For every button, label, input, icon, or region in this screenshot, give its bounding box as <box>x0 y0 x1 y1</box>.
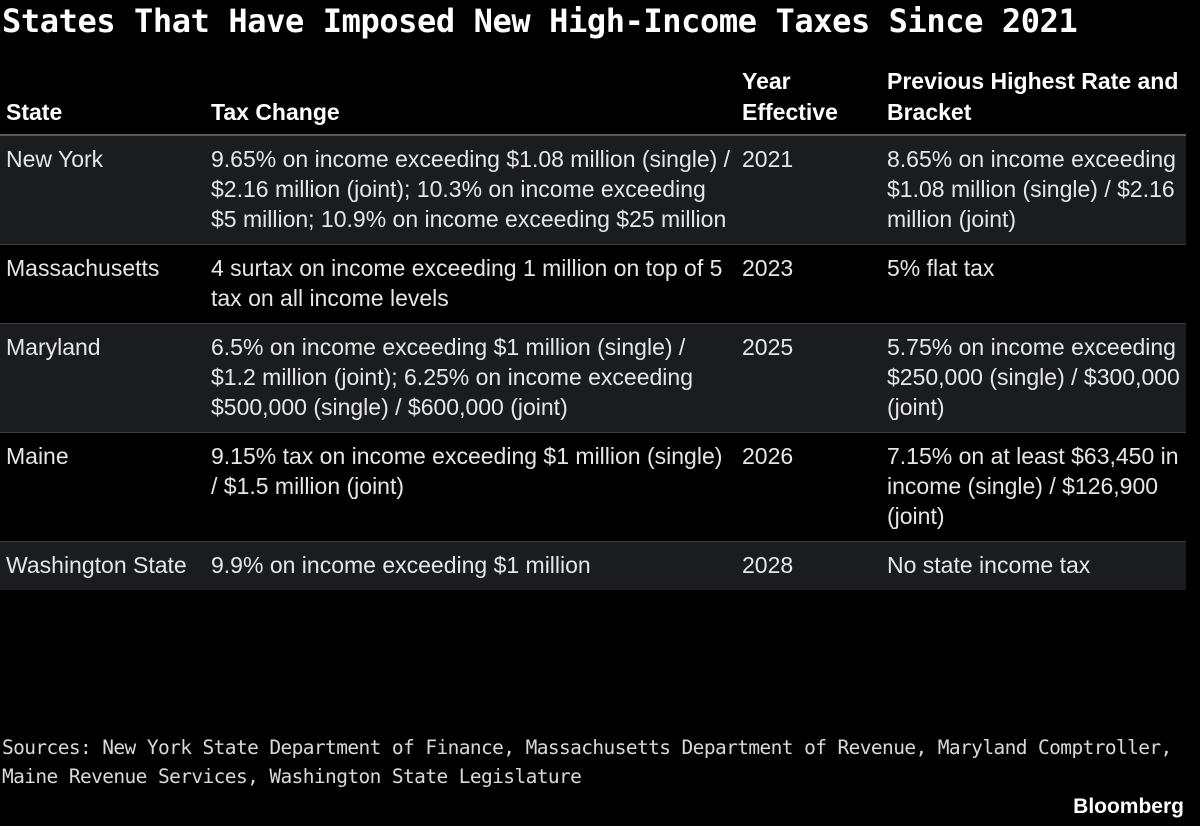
table-row: Maryland 6.5% on income exceeding $1 mil… <box>0 323 1186 433</box>
table-header-row: State Tax Change Year Effective Previous… <box>0 60 1186 135</box>
cell-tax-change: 9.15% tax on income exceeding $1 million… <box>211 443 723 499</box>
cell-state: Washington State <box>6 552 187 578</box>
cell-state: Massachusetts <box>6 255 160 281</box>
sources-note: Sources: New York State Department of Fi… <box>2 736 1172 788</box>
cell-state: Maine <box>6 443 69 469</box>
cell-year: 2023 <box>742 255 794 281</box>
table-row: Massachusetts 4 surtax on income exceedi… <box>0 244 1186 324</box>
header-tax-change: Tax Change <box>211 99 340 125</box>
bloomberg-logo: Bloomberg <box>1073 795 1184 818</box>
table-row: Washington State 9.9% on income exceedin… <box>0 541 1186 590</box>
header-year-effective: Year Effective <box>742 68 838 125</box>
cell-state: New York <box>6 146 104 172</box>
cell-tax-change: 9.65% on income exceeding $1.08 million … <box>211 146 731 232</box>
page-title: States That Have Imposed New High-Income… <box>2 2 1078 40</box>
cell-previous: No state income tax <box>887 552 1091 578</box>
cell-previous: 5% flat tax <box>887 255 995 281</box>
cell-year: 2021 <box>742 146 794 172</box>
tax-table: State Tax Change Year Effective Previous… <box>0 60 1186 590</box>
cell-state: Maryland <box>6 334 101 360</box>
cell-tax-change: 4 surtax on income exceeding 1 million o… <box>211 255 723 311</box>
header-previous-rate: Previous Highest Rate and Bracket <box>887 68 1179 125</box>
cell-tax-change: 6.5% on income exceeding $1 million (sin… <box>211 334 693 420</box>
table-row: New York 9.65% on income exceeding $1.08… <box>0 135 1186 245</box>
cell-year: 2025 <box>742 334 794 360</box>
cell-previous: 7.15% on at least $63,450 in income (sin… <box>887 443 1179 529</box>
header-state: State <box>6 99 63 125</box>
cell-year: 2026 <box>742 443 794 469</box>
cell-previous: 5.75% on income exceeding $250,000 (sing… <box>887 334 1180 420</box>
table-row: Maine 9.15% tax on income exceeding $1 m… <box>0 432 1186 542</box>
cell-year: 2028 <box>742 552 794 578</box>
cell-tax-change: 9.9% on income exceeding $1 million <box>211 552 591 578</box>
cell-previous: 8.65% on income exceeding $1.08 million … <box>887 146 1176 232</box>
